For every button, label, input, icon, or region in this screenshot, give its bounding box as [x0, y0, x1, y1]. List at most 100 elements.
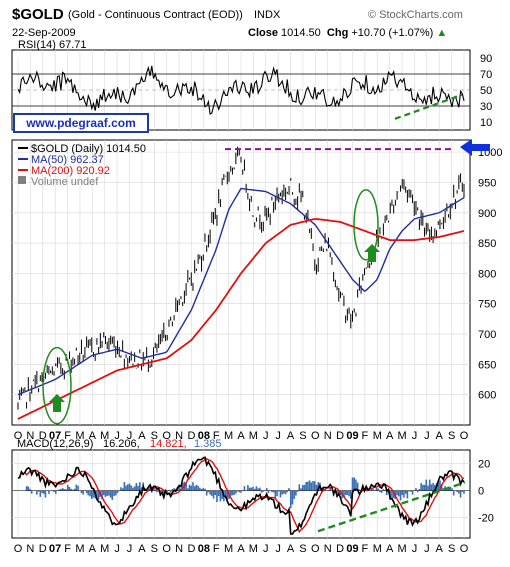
macd-xtick-label: F: [213, 543, 220, 555]
macd-xtick-label: 09: [346, 543, 358, 555]
close-value: 1014.50: [281, 27, 321, 39]
brand-label: © StockCharts.com: [368, 9, 463, 21]
blue-arrow-icon: [460, 139, 490, 156]
macd-xtick-label: F: [362, 543, 369, 555]
macd-xtick-label: N: [324, 543, 332, 555]
price-xtick-label: F: [64, 430, 71, 442]
price-xtick-label: J: [263, 430, 269, 442]
price-ytick-label: 650: [478, 359, 496, 371]
macd-line: [17, 456, 465, 535]
rsi-trendline: [394, 93, 463, 120]
price-xtick-label: M: [100, 430, 109, 442]
macd-xtick-label: N: [175, 543, 183, 555]
price-xtick-label: S: [448, 430, 455, 442]
price-xtick-label: J: [412, 430, 418, 442]
rsi-line: [17, 65, 465, 115]
macd-xtick-label: A: [138, 543, 146, 555]
chart-date: 22-Sep-2009: [12, 27, 76, 39]
price-legend-label: MA(50) 962.37: [31, 154, 104, 166]
legend-swatch: [18, 176, 26, 184]
price-xtick-label: O: [14, 430, 23, 442]
price-ytick-label: 950: [478, 177, 496, 189]
chart-symbol: $GOLD: [12, 6, 64, 23]
macd-xtick-label: J: [127, 543, 133, 555]
rsi-legend-bg: [13, 51, 21, 59]
macd-xtick-label: J: [263, 543, 269, 555]
price-xtick-label: S: [151, 430, 158, 442]
macd-xtick-label: J: [275, 543, 281, 555]
chg-label: Chg: [326, 27, 349, 39]
price-xtick-label: F: [213, 430, 220, 442]
macd-legend-label: MACD(12,26,9): [17, 438, 93, 450]
price-legend-label: $GOLD (Daily) 1014.50: [31, 143, 146, 155]
quote-summary: Close 1014.50 Chg +10.70 (+1.07%) ▲: [248, 27, 447, 39]
macd-ytick-label: -20: [478, 513, 494, 525]
macd-xtick-label: J: [424, 543, 430, 555]
macd-xtick-label: A: [287, 543, 295, 555]
rsi-ytick-label: 10: [480, 117, 492, 129]
macd-xtick-label: M: [100, 543, 109, 555]
rsi-ytick-label: 50: [480, 85, 492, 97]
watermark-link[interactable]: www.pdegraaf.com: [13, 113, 149, 133]
price-xtick-label: M: [75, 430, 84, 442]
price-xtick-label: M: [224, 430, 233, 442]
price-xtick-label: 08: [198, 430, 210, 442]
macd-xtick-label: S: [299, 543, 306, 555]
price-xtick-label: A: [287, 430, 295, 442]
macd-xtick-label: N: [26, 543, 34, 555]
buy-signal-oval: [42, 346, 72, 425]
price-xtick-label: 07: [49, 430, 61, 442]
price-xtick-label: O: [162, 430, 171, 442]
up-arrow-icon: [49, 394, 65, 412]
macd-xtick-label: J: [114, 543, 120, 555]
macd-xtick-label: F: [64, 543, 71, 555]
rsi-ytick-label: 30: [480, 101, 492, 113]
price-xtick-label: J: [424, 430, 430, 442]
chg-value: +10.70 (+1.07%): [351, 27, 434, 39]
macd-signal-line: [17, 458, 465, 534]
price-xtick-label: D: [187, 430, 195, 442]
macd-xtick-label: D: [39, 543, 47, 555]
price-xtick-label: F: [362, 430, 369, 442]
macd-xtick-label: S: [151, 543, 158, 555]
price-xtick-label: J: [127, 430, 133, 442]
macd-xtick-label: M: [397, 543, 406, 555]
up-arrow-icon: [364, 244, 380, 262]
ma200-line: [17, 218, 465, 420]
macd-xtick-label: O: [460, 543, 469, 555]
price-xtick-label: O: [460, 430, 469, 442]
macd-xtick-label: M: [224, 543, 233, 555]
price-xtick-label: J: [275, 430, 281, 442]
macd-xtick-label: A: [237, 543, 245, 555]
chart-description: (Gold - Continuous Contract (EOD)): [68, 9, 243, 21]
price-xtick-label: M: [397, 430, 406, 442]
buy-signal-oval: [353, 189, 379, 261]
price-xtick-label: M: [249, 430, 258, 442]
price-xtick-label: A: [237, 430, 245, 442]
price-xtick-label: N: [26, 430, 34, 442]
price-legend-label: MA(200) 920.92: [31, 165, 110, 177]
macd-xtick-label: D: [336, 543, 344, 555]
price-xtick-label: A: [138, 430, 146, 442]
rsi-ytick-label: 90: [480, 53, 492, 65]
rsi-ytick-label: 70: [480, 69, 492, 81]
macd-xtick-label: D: [187, 543, 195, 555]
price-xtick-label: 09: [346, 430, 358, 442]
price-xtick-label: D: [336, 430, 344, 442]
macd-legend-label: 14.821,: [150, 438, 187, 450]
price-xtick-label: A: [89, 430, 97, 442]
price-xtick-label: A: [386, 430, 394, 442]
macd-xtick-label: M: [373, 543, 382, 555]
close-label: Close: [248, 27, 278, 39]
price-ytick-label: 700: [478, 329, 496, 341]
chart-exchange: INDX: [254, 9, 281, 21]
macd-xtick-label: O: [14, 543, 23, 555]
price-xtick-label: O: [311, 430, 320, 442]
macd-xtick-label: A: [386, 543, 394, 555]
macd-xtick-label: J: [412, 543, 418, 555]
macd-xtick-label: A: [436, 543, 444, 555]
macd-xtick-label: O: [162, 543, 171, 555]
macd-xtick-label: 08: [198, 543, 210, 555]
macd-legend-label: 1.385: [194, 438, 222, 450]
macd-legend-label: 16.206,: [103, 438, 140, 450]
